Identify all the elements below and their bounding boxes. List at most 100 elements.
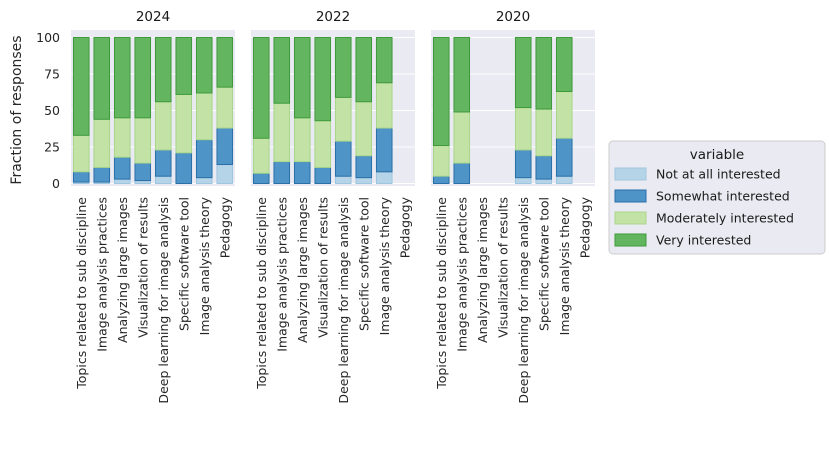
bar-segment (154, 37, 172, 103)
legend-swatch (614, 189, 647, 203)
bar-segment (154, 101, 172, 151)
panel-title: 2022 (316, 9, 350, 25)
category-label: Image analysis practices (94, 197, 109, 352)
bar-segment (293, 161, 311, 185)
bar-segment (93, 166, 111, 183)
bar-segment (134, 37, 152, 119)
category-label: Image analysis theory (557, 196, 572, 335)
category-label: Deep learning for image analysis (336, 197, 351, 404)
bar-segment (555, 175, 573, 184)
bar-segment (555, 137, 573, 177)
bar-segment (195, 92, 213, 141)
bar-segment (355, 177, 373, 185)
bar-segment (535, 37, 553, 110)
bar-segment (195, 139, 213, 179)
bar-segment (72, 37, 90, 136)
panel-2020: 2020 Topics related to sub discipline Imag… (431, 9, 595, 404)
bar-segment (175, 93, 193, 154)
bar-segment (216, 37, 234, 88)
category-label: Pedagogy (217, 196, 232, 258)
category-label: Image analysis practices (454, 197, 469, 352)
bar-segment (273, 102, 291, 163)
bar-segment (514, 107, 532, 151)
bar-segment (432, 37, 450, 147)
legend-swatch (614, 167, 647, 181)
bar-segment (175, 152, 193, 184)
legend-swatch (614, 211, 647, 225)
category-label: Image analysis practices (274, 197, 289, 352)
y-tick-label: 100 (36, 30, 60, 45)
bar-segment (134, 162, 152, 182)
bar-segment (195, 37, 213, 94)
category-label: Specific software tool (176, 197, 191, 331)
bar-segment (375, 37, 393, 84)
chart-panels: 2024 Topics related to sub discipline Imag… (36, 9, 595, 404)
bar-segment (514, 149, 532, 179)
bar-segment (334, 175, 352, 184)
bar-segment (252, 137, 270, 174)
y-tick-label: 0 (52, 176, 60, 191)
category-label: Analyzing large images (295, 197, 310, 343)
bar-segment (216, 127, 234, 166)
bar-segment (375, 82, 393, 129)
category-label: Deep learning for image analysis (516, 197, 531, 404)
bar-segment (314, 120, 332, 168)
category-label: Image analysis theory (197, 196, 212, 335)
bar-segment (252, 172, 270, 184)
bar-segment (72, 134, 90, 173)
bar-segment (293, 37, 311, 119)
legend-entry-label: Moderately interested (656, 211, 794, 226)
category-label: Pedagogy (577, 196, 592, 258)
panel-2024: 2024 Topics related to sub discipline Imag… (36, 9, 235, 404)
y-tick-label: 25 (44, 140, 60, 155)
bar-segment (273, 37, 291, 104)
category-label: Specific software tool (536, 197, 551, 331)
legend-title: variable (690, 147, 744, 163)
bar-segment (154, 175, 172, 184)
bar-segment (113, 156, 131, 180)
bar-segment (375, 127, 393, 173)
category-label: Deep learning for image analysis (156, 197, 171, 404)
category-label: Image analysis theory (377, 196, 392, 335)
bar-segment (355, 37, 373, 103)
bar-segment (334, 96, 352, 142)
bar-segment (216, 164, 234, 185)
bar-segment (535, 178, 553, 184)
legend-entry-label: Very interested (656, 233, 751, 248)
bar-segment (432, 175, 450, 184)
category-label: Visualization of results (315, 197, 330, 338)
bar-segment (273, 161, 291, 185)
bar-segment (93, 37, 111, 120)
bar-segment (216, 86, 234, 129)
category-label: Specific software tool (356, 197, 371, 331)
y-axis-label: Fraction of responses (9, 35, 25, 184)
legend-frame (608, 140, 826, 255)
bar-segment (113, 178, 131, 184)
legend-entry-label: Somewhat interested (656, 189, 790, 204)
category-label: Topics related to sub discipline (74, 197, 89, 390)
legend-swatch (614, 233, 647, 247)
bar-segment (555, 91, 573, 139)
category-label: Topics related to sub discipline (254, 197, 269, 390)
y-tick-label: 50 (44, 103, 60, 118)
bar-segment (514, 37, 532, 109)
bar-segment (514, 177, 532, 185)
bar-segment (175, 37, 193, 95)
bar-segment (314, 166, 332, 185)
panel-title: 2020 (496, 9, 530, 25)
bar-segment (154, 149, 172, 177)
y-tick-label: 75 (44, 67, 60, 82)
category-label: Analyzing large images (475, 197, 490, 343)
panel-2022: 2022 Topics related to sub discipline Imag… (251, 9, 415, 404)
bar-segment (535, 108, 553, 157)
category-label: Visualization of results (135, 197, 150, 338)
bar-segment (334, 140, 352, 177)
bar-segment (134, 117, 152, 164)
bar-segment (93, 118, 111, 168)
bar-segment (535, 155, 553, 180)
bar-segment (113, 37, 131, 119)
legend: variable Not at all interested Somewhat i… (608, 140, 826, 255)
bar-segment (72, 171, 90, 183)
bar-segment (355, 155, 373, 179)
bar-segment (453, 162, 471, 184)
